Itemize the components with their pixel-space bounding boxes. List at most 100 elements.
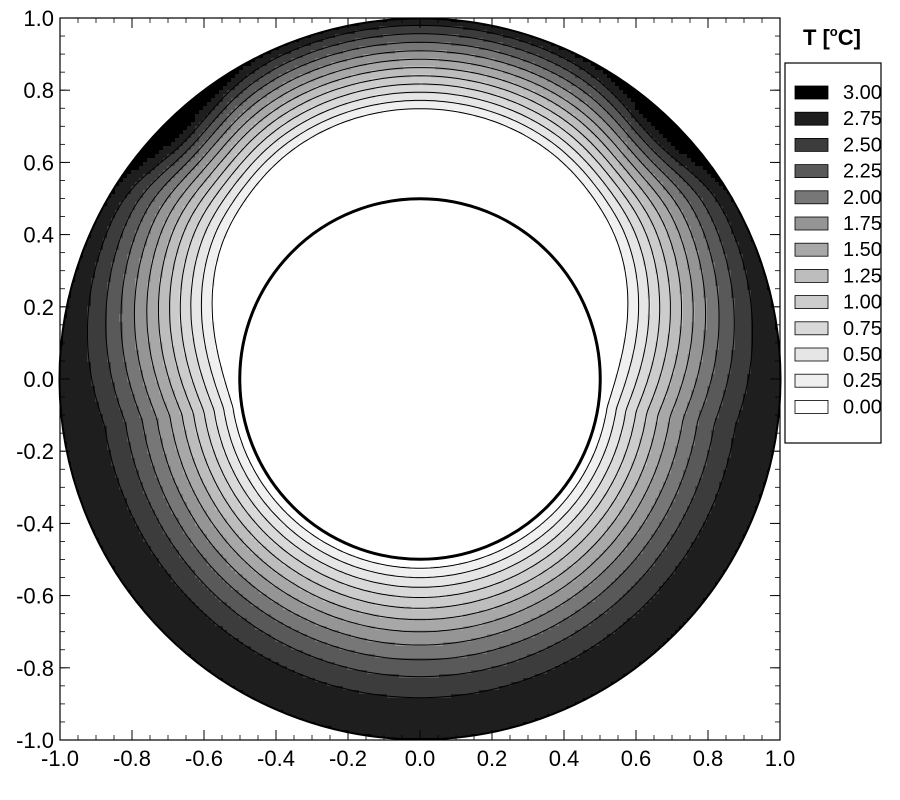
- contour-cell: [563, 514, 575, 519]
- contour-cell: [591, 130, 603, 135]
- contour-cell: [215, 382, 227, 387]
- contour-cell: [679, 486, 695, 491]
- contour-cell: [671, 538, 695, 543]
- contour-cell: [511, 682, 611, 687]
- contour-cell: [195, 494, 211, 499]
- contour-cell: [571, 290, 627, 295]
- contour-cell: [91, 362, 111, 367]
- contour-cell: [239, 614, 271, 619]
- contour-cell: [175, 266, 183, 271]
- contour-cell: [59, 346, 87, 351]
- contour-cell: [591, 166, 603, 171]
- contour-cell: [599, 518, 615, 523]
- contour-cell: [683, 474, 703, 479]
- contour-cell: [611, 102, 623, 107]
- contour-cell: [171, 338, 183, 343]
- contour-cell: [635, 258, 643, 263]
- contour-cell: [723, 394, 743, 399]
- contour-cell: [699, 254, 711, 259]
- contour-cell: [251, 94, 267, 99]
- contour-cell: [515, 230, 615, 235]
- contour-cell: [299, 546, 315, 551]
- contour-cell: [263, 54, 279, 59]
- contour-cell: [91, 366, 111, 371]
- contour-cell: [635, 558, 655, 563]
- contour-cell: [267, 102, 283, 107]
- contour-cell: [499, 222, 611, 227]
- contour-cell: [171, 538, 191, 543]
- contour-cell: [675, 454, 691, 459]
- contour-cell: [243, 506, 255, 511]
- contour-cell: [287, 578, 311, 583]
- contour-cell: [627, 474, 639, 479]
- contour-cell: [611, 222, 619, 227]
- contour-cell: [123, 278, 135, 283]
- contour-cell: [579, 542, 595, 547]
- contour-cell: [619, 186, 631, 191]
- contour-cell: [379, 102, 459, 107]
- contour-cell: [227, 418, 235, 423]
- contour-cell: [199, 502, 215, 507]
- contour-cell: [531, 98, 547, 103]
- contour-cell: [215, 346, 247, 351]
- contour-cell: [331, 62, 367, 67]
- contour-cell: [83, 254, 99, 259]
- contour-cell: [475, 114, 503, 119]
- contour-cell: [603, 590, 627, 595]
- contour-cell: [155, 414, 171, 419]
- contour-cell: [59, 386, 95, 391]
- contour-cell: [575, 126, 587, 131]
- contour-cell: [139, 474, 155, 479]
- contour-cell: [215, 338, 251, 343]
- contour-cell: [619, 134, 627, 139]
- contour-cell: [563, 530, 575, 535]
- contour-cell: [619, 222, 631, 227]
- contour-cell: [603, 474, 615, 479]
- contour-cell: [591, 498, 603, 503]
- contour-cell: [499, 646, 547, 651]
- contour-cell: [659, 298, 671, 303]
- contour-cell: [571, 658, 647, 663]
- contour-cell: [71, 290, 91, 295]
- contour-cell: [603, 194, 615, 199]
- contour-cell: [735, 234, 751, 239]
- contour-cell: [639, 406, 647, 411]
- contour-cell: [143, 486, 163, 491]
- contour-cell: [623, 526, 639, 531]
- contour-cell: [703, 230, 719, 235]
- contour-cell: [611, 522, 627, 527]
- contour-cell: [163, 230, 171, 235]
- contour-cell: [555, 590, 579, 595]
- contour-cell: [511, 90, 535, 95]
- contour-cell: [703, 342, 719, 347]
- contour-cell: [631, 354, 643, 359]
- contour-cell: [255, 114, 267, 119]
- contour-cell: [675, 226, 691, 231]
- contour-cell: [303, 102, 323, 107]
- contour-cell: [215, 342, 247, 347]
- contour-cell: [563, 66, 579, 71]
- contour-cell: [747, 274, 767, 279]
- contour-cell: [91, 374, 111, 379]
- contour-cell: [147, 386, 159, 391]
- contour-cell: [147, 298, 159, 303]
- contour-cell: [195, 518, 211, 523]
- contour-cell: [207, 462, 219, 467]
- contour-cell: [203, 166, 215, 171]
- contour-cell: [259, 478, 279, 483]
- contour-cell: [719, 234, 735, 239]
- contour-cell: [159, 518, 179, 523]
- contour-cell: [723, 398, 743, 403]
- contour-cell: [243, 102, 255, 107]
- legend-swatch: [794, 295, 829, 310]
- contour-cell: [119, 242, 131, 247]
- contour-cell: [719, 342, 735, 347]
- contour-cell: [707, 238, 719, 243]
- contour-cell: [323, 610, 359, 615]
- contour-cell: [171, 142, 183, 147]
- contour-cell: [539, 142, 555, 147]
- contour-cell: [215, 378, 223, 383]
- contour-cell: [271, 494, 291, 499]
- contour-cell: [171, 422, 183, 427]
- contour-cell: [639, 366, 651, 371]
